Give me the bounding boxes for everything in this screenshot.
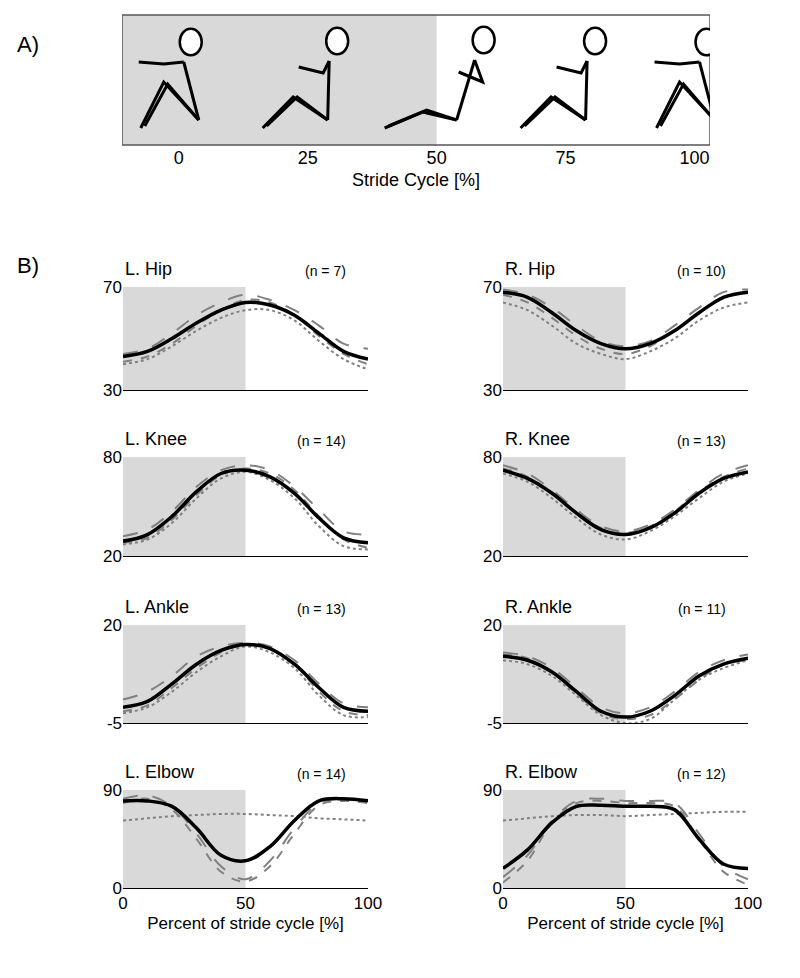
svg-text:-5: -5 bbox=[487, 714, 502, 733]
svg-text:70: 70 bbox=[483, 278, 502, 297]
svg-text:L. Elbow: L. Elbow bbox=[125, 762, 195, 782]
svg-text:30: 30 bbox=[103, 381, 122, 400]
svg-text:(n = 14): (n = 14) bbox=[297, 433, 346, 449]
svg-text:75: 75 bbox=[556, 148, 576, 168]
svg-text:Percent of stride cycle [%]: Percent of stride cycle [%] bbox=[527, 914, 724, 933]
svg-text:(n = 13): (n = 13) bbox=[677, 433, 726, 449]
svg-text:50: 50 bbox=[616, 894, 635, 913]
svg-text:100: 100 bbox=[354, 894, 382, 913]
svg-text:-5: -5 bbox=[107, 714, 122, 733]
svg-text:20: 20 bbox=[103, 616, 122, 635]
svg-text:Percent of stride cycle [%]: Percent of stride cycle [%] bbox=[147, 914, 344, 933]
svg-text:L. Knee: L. Knee bbox=[125, 429, 187, 449]
svg-text:80: 80 bbox=[103, 448, 122, 467]
svg-text:R. Elbow: R. Elbow bbox=[505, 762, 578, 782]
svg-text:100: 100 bbox=[734, 894, 762, 913]
svg-text:(n = 7): (n = 7) bbox=[305, 263, 346, 279]
svg-text:B): B) bbox=[17, 253, 39, 278]
svg-text:30: 30 bbox=[483, 381, 502, 400]
svg-text:A): A) bbox=[17, 32, 39, 57]
svg-text:(n = 11): (n = 11) bbox=[678, 601, 726, 617]
svg-text:20: 20 bbox=[483, 547, 502, 566]
svg-text:25: 25 bbox=[298, 148, 318, 168]
svg-text:L. Hip: L. Hip bbox=[125, 259, 172, 279]
svg-text:0: 0 bbox=[113, 879, 122, 898]
svg-text:20: 20 bbox=[483, 616, 502, 635]
svg-text:Stride Cycle [%]: Stride Cycle [%] bbox=[352, 170, 480, 190]
svg-text:R. Knee: R. Knee bbox=[505, 429, 570, 449]
svg-text:R. Hip: R. Hip bbox=[505, 259, 555, 279]
svg-text:50: 50 bbox=[236, 894, 255, 913]
svg-text:90: 90 bbox=[103, 781, 122, 800]
svg-text:20: 20 bbox=[103, 547, 122, 566]
svg-text:(n = 12): (n = 12) bbox=[677, 766, 726, 782]
svg-text:50: 50 bbox=[427, 148, 447, 168]
svg-text:R. Ankle: R. Ankle bbox=[505, 597, 572, 617]
svg-text:(n = 10): (n = 10) bbox=[677, 263, 726, 279]
svg-text:(n = 13): (n = 13) bbox=[297, 601, 346, 617]
svg-text:90: 90 bbox=[483, 781, 502, 800]
svg-text:0: 0 bbox=[498, 894, 507, 913]
svg-text:80: 80 bbox=[483, 448, 502, 467]
svg-text:0: 0 bbox=[118, 894, 127, 913]
svg-text:0: 0 bbox=[493, 879, 502, 898]
svg-text:L. Ankle: L. Ankle bbox=[125, 597, 189, 617]
svg-text:100: 100 bbox=[680, 148, 710, 168]
svg-text:0: 0 bbox=[174, 148, 184, 168]
svg-text:(n = 14): (n = 14) bbox=[297, 766, 346, 782]
svg-text:70: 70 bbox=[103, 278, 122, 297]
